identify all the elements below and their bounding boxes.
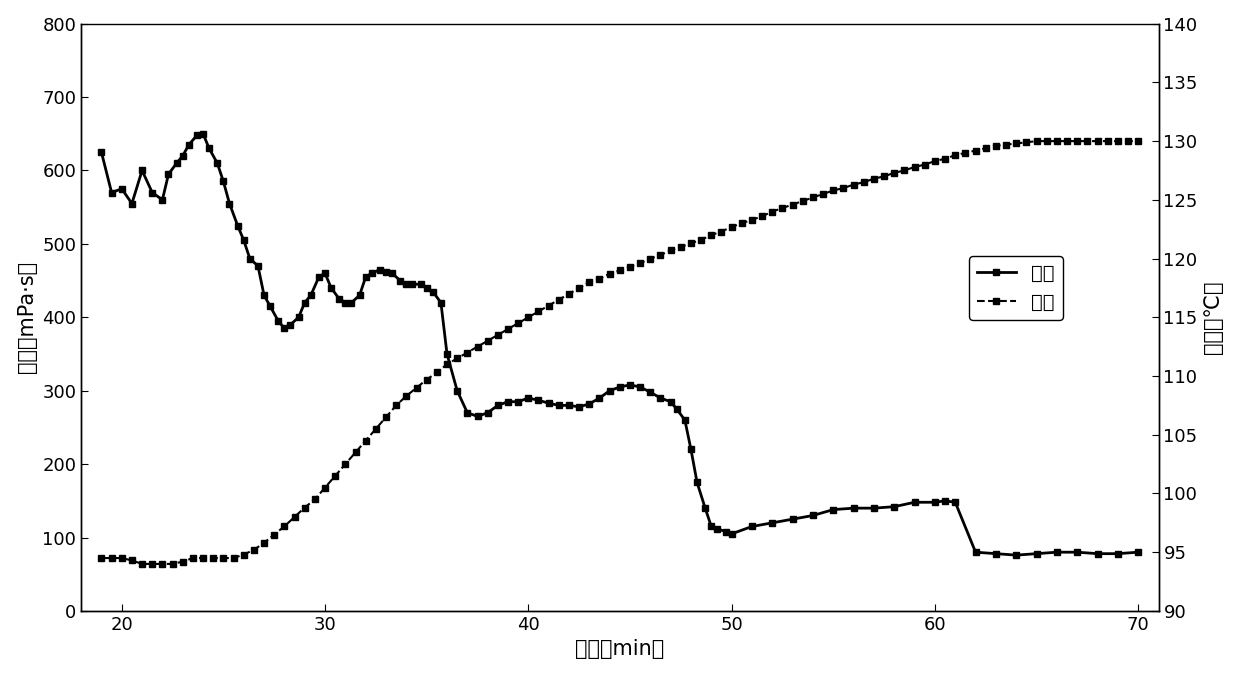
粘度	[1009, 551, 1024, 559]
粘度	[94, 148, 109, 156]
粘度	[1131, 548, 1146, 556]
温度	[135, 560, 150, 568]
温度	[1019, 138, 1034, 146]
温度	[389, 402, 404, 410]
Y-axis label: 温度（℃）: 温度（℃）	[1203, 281, 1224, 354]
温度	[1049, 137, 1064, 145]
粘度	[572, 403, 587, 411]
Y-axis label: 粘度（mPa·s）: 粘度（mPa·s）	[16, 261, 37, 373]
Line: 粘度: 粘度	[98, 130, 1142, 558]
粘度	[161, 170, 176, 178]
Legend: 粘度, 温度: 粘度, 温度	[970, 256, 1063, 320]
粘度	[196, 130, 211, 138]
温度	[1080, 137, 1095, 145]
温度	[1131, 137, 1146, 145]
粘度	[291, 313, 306, 321]
X-axis label: 时间（min）: 时间（min）	[575, 639, 665, 659]
粘度	[670, 405, 684, 413]
Line: 温度: 温度	[99, 139, 1141, 566]
温度	[704, 231, 719, 239]
温度	[1029, 137, 1044, 145]
温度	[94, 554, 109, 562]
粘度	[704, 523, 719, 531]
温度	[1060, 137, 1075, 145]
粘度	[434, 299, 449, 307]
